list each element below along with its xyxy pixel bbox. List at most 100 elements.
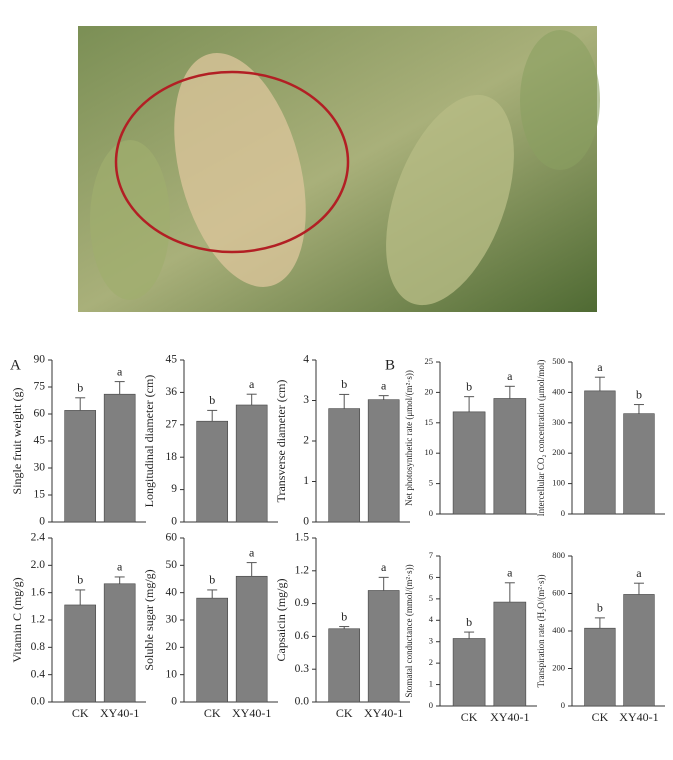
- y-axis-label: Longitudinal diameter (cm): [142, 375, 156, 508]
- y-tick-label: 0.4: [31, 668, 46, 680]
- y-tick-label: 2.4: [31, 532, 46, 544]
- y-tick-label: 6: [429, 571, 433, 581]
- significance-letter: a: [381, 560, 387, 574]
- bar: [493, 398, 527, 515]
- y-tick-label: 20: [425, 386, 434, 396]
- y-tick-label: 18: [166, 451, 178, 463]
- y-tick-label: 0: [303, 516, 309, 528]
- y-tick-label: 30: [166, 614, 178, 626]
- bar: [584, 390, 616, 515]
- significance-letter: a: [381, 378, 387, 392]
- x-tick-label: CK: [336, 706, 353, 720]
- y-tick-label: 15: [425, 417, 434, 427]
- y-tick-label: 4: [303, 354, 309, 366]
- y-tick-label: 1.2: [31, 614, 46, 626]
- y-tick-label: 27: [166, 418, 178, 430]
- significance-letter: b: [466, 379, 472, 393]
- x-tick-label: XY40-1: [364, 706, 403, 720]
- y-tick-label: 200: [552, 447, 565, 457]
- significance-letter: b: [77, 381, 83, 395]
- y-axis-label: Transpiration rate (H₂O/(m²·s)): [536, 575, 546, 688]
- y-tick-label: 25: [425, 356, 434, 366]
- y-tick-label: 200: [552, 662, 565, 672]
- y-tick-label: 1.2: [295, 564, 310, 576]
- bar: [623, 594, 655, 707]
- panel-label: B: [385, 357, 395, 373]
- y-tick-label: 20: [166, 641, 178, 653]
- bar: [367, 590, 400, 703]
- x-tick-label: CK: [592, 710, 609, 724]
- y-tick-label: 500: [552, 356, 565, 366]
- y-tick-label: 30: [34, 462, 46, 474]
- y-tick-label: 1.5: [295, 532, 310, 544]
- significance-letter: b: [597, 601, 603, 615]
- bar: [196, 420, 229, 523]
- panel-label: A: [10, 357, 21, 373]
- y-tick-label: 2: [303, 435, 309, 447]
- y-axis-label: Transverse diameter (cm): [274, 380, 288, 503]
- bar: [103, 583, 136, 703]
- y-axis-label: Single fruit weight (g): [10, 388, 24, 495]
- bar: [328, 408, 361, 523]
- y-axis-label: Intercellular CO₂ concentration (μmol/mo…: [536, 360, 546, 517]
- y-tick-label: 36: [166, 386, 178, 398]
- y-tick-label: 2.0: [31, 559, 46, 571]
- y-tick-label: 3: [303, 394, 309, 406]
- bar: [452, 638, 486, 707]
- y-tick-label: 5: [429, 593, 433, 603]
- y-axis-label: Net photosynthetic rate (μmol/(m²·s)): [404, 370, 414, 506]
- y-tick-label: 40: [166, 586, 178, 598]
- y-tick-label: 60: [166, 532, 178, 544]
- y-tick-label: 60: [34, 408, 46, 420]
- y-tick-label: 600: [552, 587, 565, 597]
- significance-letter: a: [636, 566, 642, 580]
- bar: [64, 410, 97, 523]
- y-tick-label: 5: [429, 478, 433, 488]
- significance-letter: a: [249, 545, 255, 559]
- bar: [367, 399, 400, 523]
- y-tick-label: 0.6: [295, 630, 310, 642]
- significance-letter: b: [341, 609, 347, 623]
- y-tick-label: 45: [34, 435, 46, 447]
- significance-letter: b: [209, 573, 215, 587]
- x-tick-label: CK: [72, 706, 89, 720]
- y-axis-label: Soluble sugar (mg/g): [142, 569, 156, 670]
- significance-letter: b: [209, 393, 215, 407]
- significance-letter: b: [77, 573, 83, 587]
- y-tick-label: 0: [429, 700, 433, 710]
- y-tick-label: 2: [429, 657, 433, 667]
- y-tick-label: 50: [166, 559, 178, 571]
- significance-letter: a: [117, 560, 123, 574]
- y-tick-label: 9: [171, 483, 177, 495]
- y-tick-label: 10: [425, 447, 434, 457]
- y-tick-label: 1: [303, 475, 309, 487]
- x-tick-label: CK: [461, 710, 478, 724]
- bar: [235, 575, 268, 703]
- photo: [78, 26, 600, 312]
- y-tick-label: 0.0: [31, 696, 46, 708]
- significance-letter: b: [341, 377, 347, 391]
- y-axis-label: Stomatal conductance (mmol/(m²·s)): [404, 564, 414, 697]
- y-tick-label: 15: [34, 489, 46, 501]
- significance-letter: a: [597, 360, 603, 374]
- y-tick-label: 0: [561, 508, 565, 518]
- x-tick-label: CK: [204, 706, 221, 720]
- bar: [64, 604, 97, 703]
- y-axis-label: Capsaicin (mg/g): [274, 579, 288, 662]
- bar: [328, 628, 361, 703]
- y-tick-label: 0.0: [295, 696, 310, 708]
- y-tick-label: 0.8: [31, 641, 46, 653]
- x-tick-label: XY40-1: [619, 710, 658, 724]
- significance-letter: a: [117, 364, 123, 378]
- significance-letter: b: [636, 387, 642, 401]
- y-tick-label: 0.3: [295, 663, 310, 675]
- x-tick-label: XY40-1: [232, 706, 271, 720]
- y-tick-label: 100: [552, 478, 565, 488]
- y-tick-label: 45: [166, 354, 178, 366]
- bar: [452, 411, 486, 515]
- y-tick-label: 4: [429, 614, 434, 624]
- x-tick-label: XY40-1: [490, 710, 529, 724]
- bar: [584, 627, 616, 707]
- bar: [196, 597, 229, 703]
